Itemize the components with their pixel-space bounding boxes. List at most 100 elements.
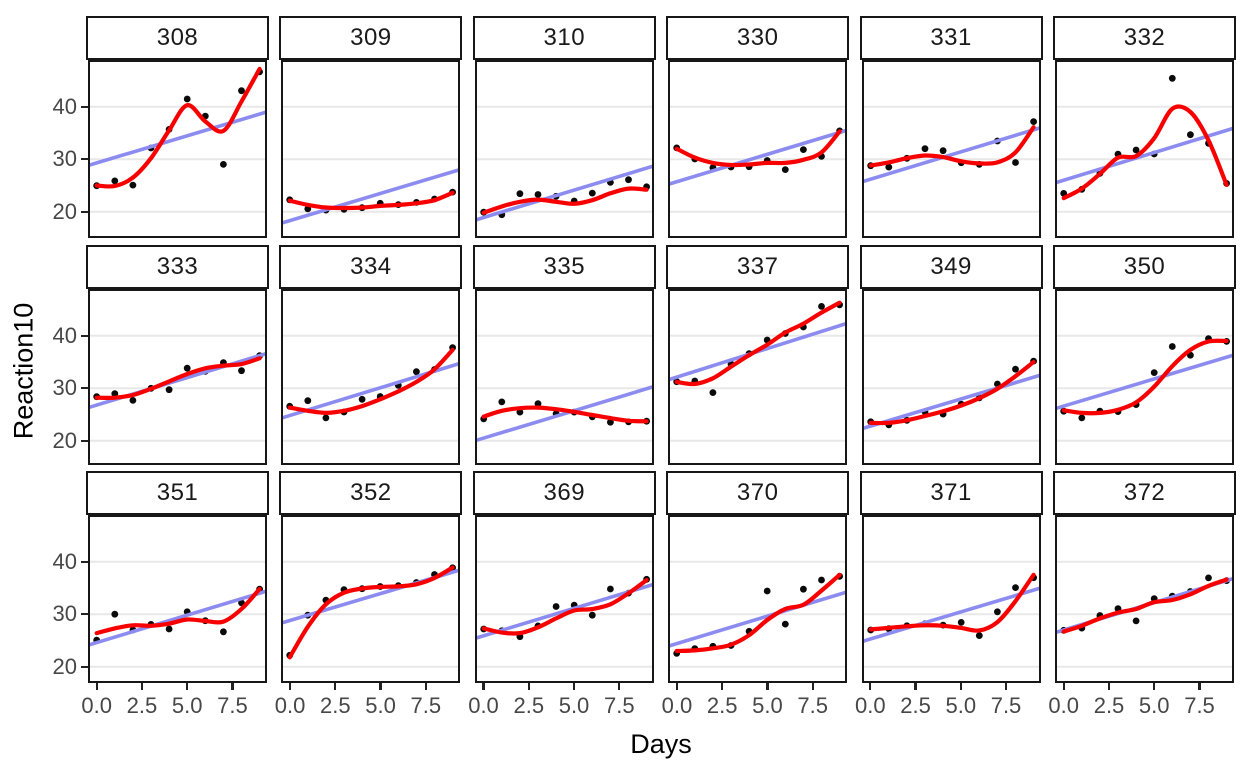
y-tick-label: 30 [52, 375, 77, 401]
lm-line [668, 128, 848, 187]
data-point [818, 576, 826, 584]
lm-line [88, 589, 267, 647]
panel-border [474, 60, 654, 238]
data-point [1205, 574, 1212, 582]
x-tick-mark [140, 683, 144, 690]
facet-strip-label: 334 [350, 253, 392, 280]
panel-border [281, 289, 461, 465]
panel-border [474, 515, 654, 683]
lm-line [474, 582, 654, 641]
panel-border [1055, 60, 1234, 238]
data-point [1187, 131, 1194, 139]
facet-panel [88, 289, 267, 465]
y-tick-mark [81, 387, 88, 390]
x-axis-title: Days [630, 729, 692, 759]
facet-panel [88, 60, 267, 238]
lm-line [474, 384, 654, 443]
data-point [975, 632, 983, 639]
x-tick-mark [334, 683, 337, 690]
data-point [921, 145, 928, 153]
data-point [818, 303, 826, 310]
facet-strip: 310 [472, 16, 656, 60]
facet-strip: 331 [859, 16, 1043, 60]
x-tick-mark [1153, 683, 1156, 690]
panel-border [861, 289, 1041, 465]
panel-border [668, 289, 848, 465]
x-tick-label: 5.0 [558, 693, 590, 718]
data-point [165, 625, 173, 633]
x-tick-label: 5.0 [945, 693, 977, 718]
y-tick-label: 30 [52, 601, 77, 627]
x-tick-label: 7.5 [604, 693, 635, 718]
lm-line [1055, 126, 1234, 185]
panel-border [474, 289, 654, 465]
facet-strip-label: 369 [543, 479, 586, 506]
x-tick-label: 2.5 [900, 693, 931, 718]
data-point [1132, 146, 1140, 154]
x-tick-label: 7.5 [797, 693, 828, 718]
panel-border [1055, 289, 1234, 465]
y-tick-label: 20 [52, 653, 77, 679]
data-point [322, 414, 330, 422]
facet-panel [474, 515, 654, 683]
x-tick-mark [675, 683, 679, 690]
facet-strip: 330 [666, 16, 850, 60]
facet-strip: 349 [859, 245, 1043, 289]
y-tick-label: 40 [52, 93, 77, 119]
data-point [709, 389, 717, 396]
facet-panel [668, 60, 848, 238]
y-tick-mark [81, 334, 88, 337]
panel-border [861, 60, 1041, 238]
facet-panel [281, 515, 461, 683]
loess-curve [481, 405, 649, 424]
data-point [782, 620, 789, 628]
data-point [1168, 343, 1176, 350]
loess-curve [868, 125, 1036, 168]
y-tick-label: 30 [52, 146, 77, 172]
data-point [624, 176, 632, 184]
loess-curve [481, 578, 649, 636]
x-tick-label: 2.5 [1093, 693, 1125, 718]
facet-strip-label: 351 [156, 479, 199, 506]
x-tick-label: 5.0 [1138, 693, 1170, 718]
x-tick-label: 5.0 [171, 693, 203, 718]
data-point [1078, 414, 1086, 422]
panel-border [668, 515, 848, 683]
x-tick-label: 0.0 [274, 693, 306, 718]
data-point [359, 395, 366, 403]
loess-curve [1061, 338, 1229, 416]
y-tick-label: 40 [52, 548, 77, 574]
data-point [534, 400, 542, 407]
x-tick-mark [424, 683, 427, 690]
panel-border [88, 515, 267, 683]
x-tick-mark [527, 683, 530, 690]
facet-panel [668, 515, 848, 683]
facet-strip: 350 [1053, 245, 1236, 289]
facet-panel [88, 515, 267, 683]
facet-strip: 369 [472, 471, 656, 515]
y-tick-mark [81, 105, 88, 108]
data-point [1011, 159, 1019, 166]
facet-strip: 334 [279, 245, 463, 289]
facet-strip: 309 [279, 16, 463, 60]
data-point [800, 146, 807, 153]
y-tick-mark [81, 560, 88, 563]
panel-border [281, 60, 461, 238]
facet-strip-label: 309 [350, 24, 392, 51]
x-tick-label: 0.0 [855, 693, 886, 718]
data-point [304, 397, 312, 405]
facet-strip: 308 [86, 16, 269, 60]
y-axis-title: Reaction10 [8, 302, 39, 440]
facet-strip: 337 [666, 245, 850, 289]
data-point [183, 95, 191, 103]
x-tick-mark [186, 683, 189, 690]
data-point [129, 181, 137, 189]
loess-curve [94, 586, 262, 636]
facet-panel [668, 289, 848, 465]
facet-strip-label: 372 [1123, 479, 1166, 506]
data-point [957, 619, 965, 626]
loess-curve [287, 190, 456, 211]
data-point [1011, 365, 1019, 373]
facet-strip-label: 352 [350, 479, 392, 506]
